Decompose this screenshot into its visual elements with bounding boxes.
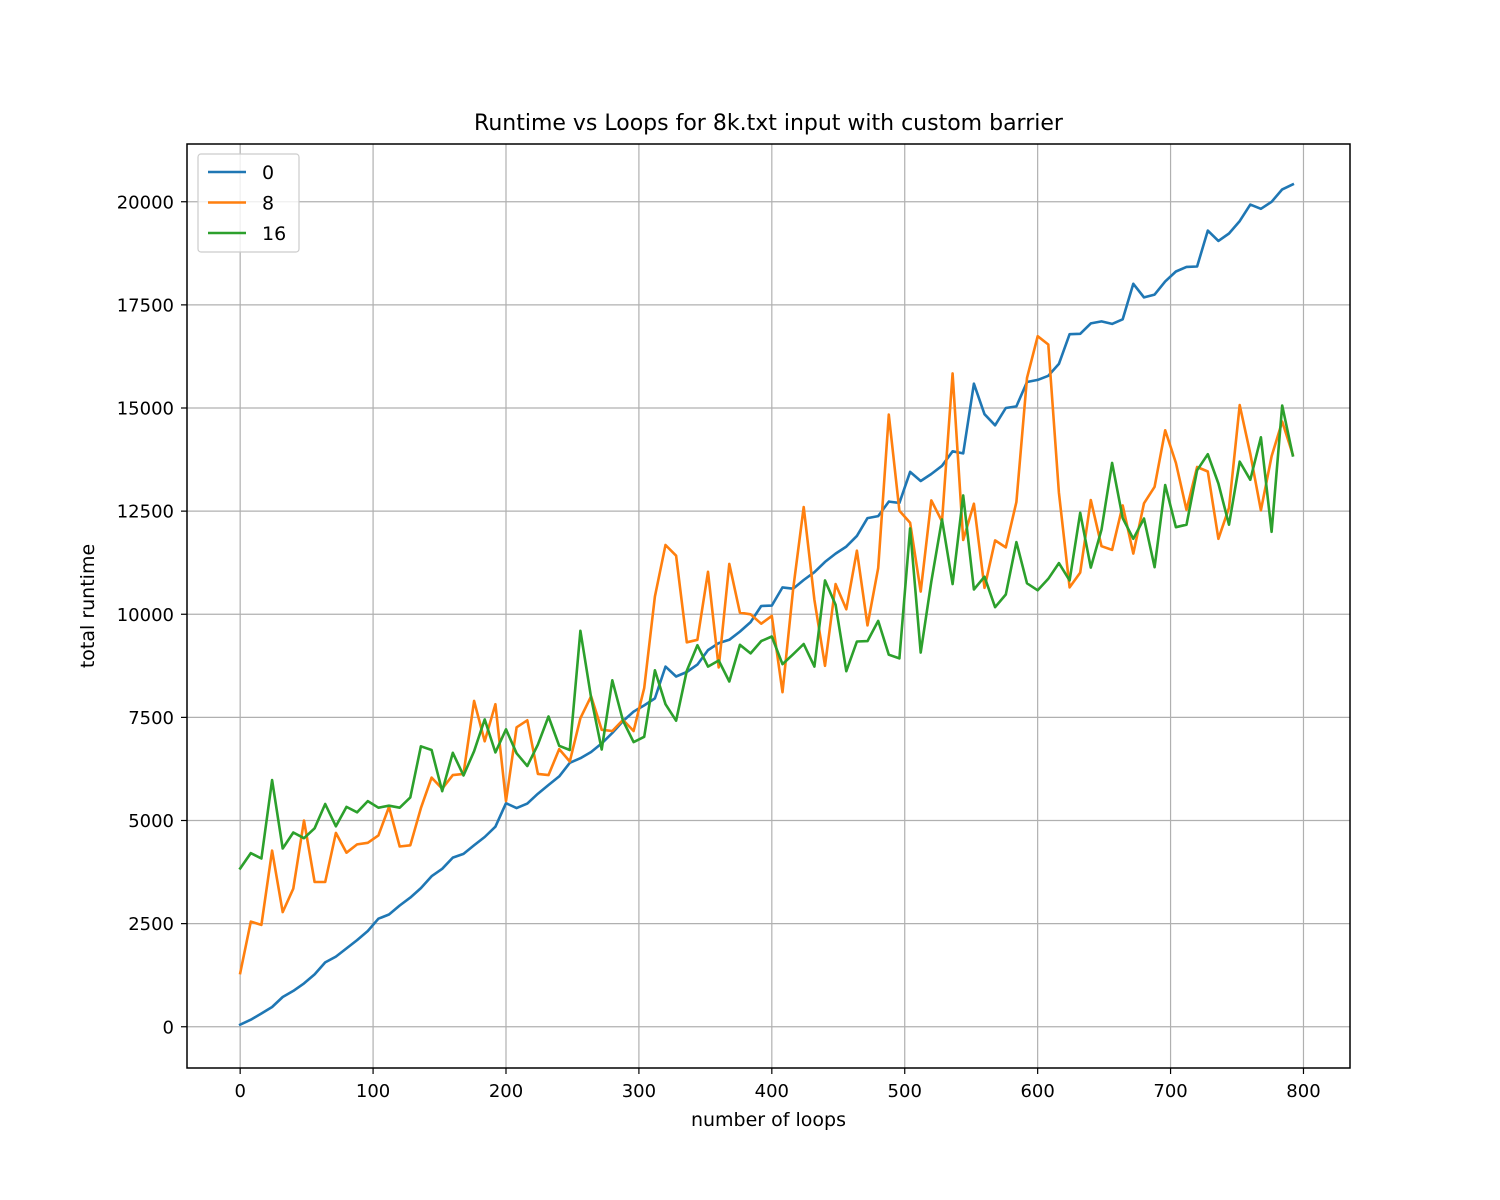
x-tick-label: 400 [755, 1081, 789, 1102]
x-axis-label: number of loops [691, 1109, 846, 1131]
x-tick-label: 500 [888, 1081, 922, 1102]
legend-box [197, 153, 300, 253]
legend: 0 8 16 [197, 153, 300, 253]
series-line-16 [238, 404, 1295, 871]
plot-frame [186, 143, 1351, 1069]
y-tick-label: 20000 [117, 192, 174, 213]
y-tick-label: 7500 [128, 708, 174, 729]
chart-title: Runtime vs Loops for 8k.txt input with c… [474, 111, 1064, 136]
y-tick-label: 12500 [117, 502, 174, 523]
legend-label-0: 0 [262, 162, 274, 184]
legend-label-8: 8 [262, 193, 274, 215]
y-tick-label: 2500 [128, 914, 174, 935]
y-tick-label: 15000 [117, 399, 174, 420]
x-tick-label: 200 [489, 1081, 523, 1102]
axis-ticks: 0 100 200 300 400 500 600 700 800 0 2500 5000 7500 10… [117, 192, 1321, 1102]
y-tick-label: 17500 [117, 295, 174, 316]
x-tick-label: 700 [1153, 1081, 1187, 1102]
x-tick-label: 300 [622, 1081, 656, 1102]
y-tick-label: 0 [163, 1017, 174, 1038]
legend-label-16: 16 [262, 223, 286, 245]
series-line-0 [238, 182, 1295, 1027]
x-tick-label: 800 [1286, 1081, 1320, 1102]
x-tick-label: 0 [234, 1081, 245, 1102]
y-axis-label: total runtime [77, 544, 99, 668]
series-line-8 [238, 334, 1295, 975]
grid [187, 144, 1350, 1068]
x-tick-label: 100 [356, 1081, 390, 1102]
x-tick-label: 600 [1020, 1081, 1054, 1102]
legend-items: 0 8 16 [208, 162, 286, 245]
series-lines [238, 182, 1295, 1027]
y-tick-label: 5000 [128, 811, 174, 832]
y-tick-label: 10000 [117, 605, 174, 626]
